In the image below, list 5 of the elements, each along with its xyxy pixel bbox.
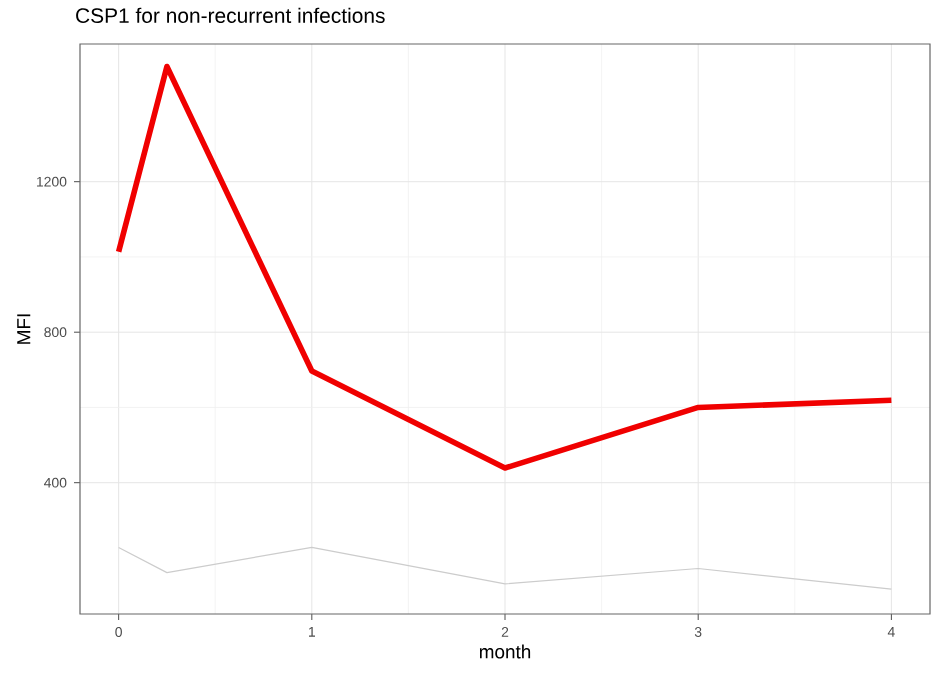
x-axis-title: month — [479, 644, 531, 659]
y-axis-title: MFI — [17, 314, 31, 344]
line-series — [115, 63, 895, 471]
chart-title: CSP1 for non-recurrent infections — [76, 7, 385, 24]
line-series — [118, 546, 892, 590]
